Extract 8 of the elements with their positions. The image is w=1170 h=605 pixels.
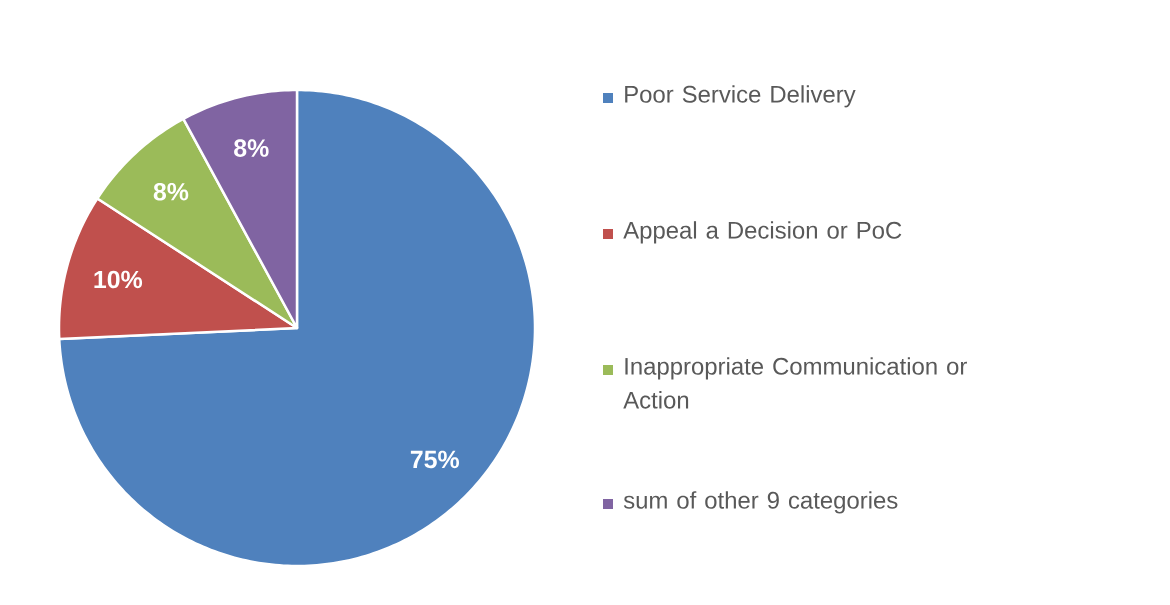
data-label: 75% xyxy=(410,450,459,469)
legend-label: Appeal a Decision or PoC xyxy=(623,221,902,244)
data-label: 8% xyxy=(234,139,269,157)
data-label: 8% xyxy=(153,182,189,201)
legend-label: Inappropriate Communication or Action xyxy=(623,357,967,409)
legend-label: sum of other 9 categories xyxy=(623,491,898,514)
legend-label: Poor Service Delivery xyxy=(625,85,856,108)
data-label: 10% xyxy=(94,270,143,289)
